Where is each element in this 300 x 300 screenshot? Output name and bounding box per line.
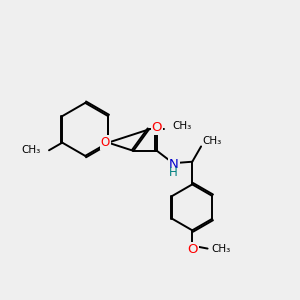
Text: N: N [169,158,178,171]
Text: O: O [152,122,162,134]
Text: CH₃: CH₃ [22,145,41,155]
Text: O: O [100,136,110,149]
Text: CH₃: CH₃ [211,244,230,254]
Text: CH₃: CH₃ [202,136,222,146]
Text: CH₃: CH₃ [172,122,192,131]
Text: O: O [187,243,197,256]
Text: H: H [169,166,178,178]
